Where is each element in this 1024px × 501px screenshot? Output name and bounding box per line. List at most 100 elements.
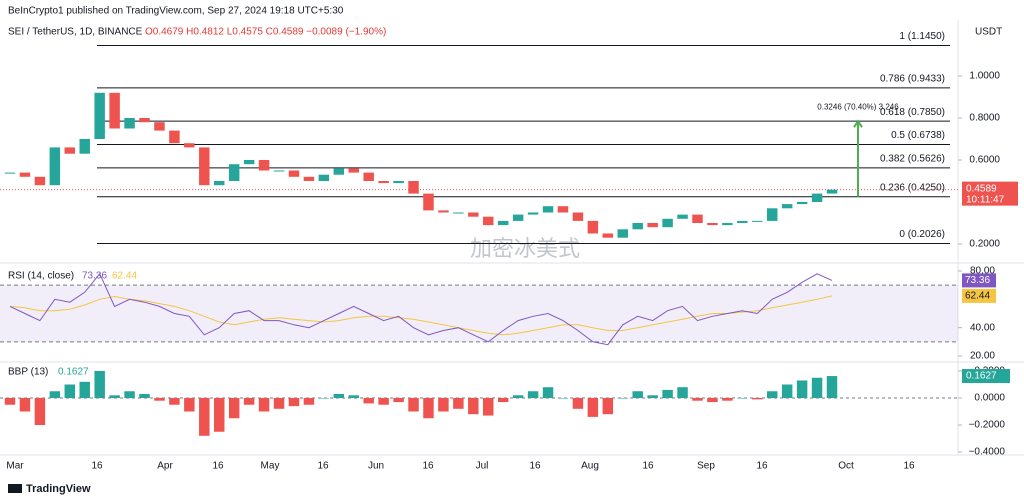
candle (408, 181, 419, 194)
bbp-tag (962, 369, 1010, 384)
bbp-bar (453, 398, 464, 409)
rsi-ma-value: 62.44 (112, 271, 137, 282)
candle (617, 229, 628, 238)
bbp-bar (587, 398, 599, 417)
candle (662, 218, 673, 228)
bbp-bar (333, 393, 345, 398)
bbp-bar (64, 384, 76, 398)
bbp-title: BBP (13) (8, 367, 48, 378)
candle (483, 216, 494, 226)
candle (692, 214, 703, 223)
rsi-tick-label: 40.00 (970, 322, 995, 333)
candle (677, 214, 688, 219)
bbp-bar (512, 395, 524, 398)
candle (378, 181, 389, 184)
rsi-tick-label: 20.00 (970, 351, 995, 362)
candle (273, 170, 285, 172)
publisher: BeInCrypto1 published on TradingView.com… (8, 6, 344, 17)
last-price-tag (962, 181, 1018, 206)
candle (303, 176, 315, 181)
bbp-bar (288, 398, 300, 407)
bbp-tick-label: −0.2000 (969, 420, 1006, 431)
candle (632, 223, 643, 230)
ohlc: O0.4679 H0.4812 L0.4575 C0.4589 −0.0089 … (145, 27, 386, 38)
candle (19, 172, 31, 177)
bbp-bar (811, 377, 823, 398)
bbp-bar (766, 391, 778, 398)
price-tick-label: 1.0000 (969, 71, 1000, 82)
bbp-bar (154, 398, 165, 401)
candle (737, 220, 748, 223)
brand: TradingView (26, 483, 91, 495)
candle (94, 92, 105, 139)
candle (348, 168, 359, 173)
bbp-bar (662, 389, 673, 398)
candle (79, 139, 90, 154)
time-label: Apr (157, 461, 173, 472)
bbp-bar (378, 398, 389, 405)
bbp-bar (243, 398, 255, 405)
bbp-bar (124, 391, 135, 398)
bbp-bar (737, 398, 748, 399)
measure-label: 0.3246 (70.40%) 3,246 (817, 102, 899, 111)
bbp-bar (632, 391, 643, 398)
time-label: Oct (838, 461, 854, 472)
rsi-tag (962, 273, 996, 288)
bbp-bar (184, 398, 195, 412)
candle (4, 172, 16, 174)
candle (438, 210, 449, 213)
candle (228, 164, 240, 181)
bbp-bar (572, 398, 584, 409)
candle (811, 193, 823, 202)
bbp-bar (393, 398, 404, 403)
bbp-bar (258, 398, 270, 412)
bbp-tick-label: −0.4000 (969, 447, 1006, 458)
candle (214, 181, 225, 186)
candle (184, 143, 195, 148)
bbp-bar (199, 398, 210, 436)
bbp-tag-label: 0.1627 (966, 371, 997, 382)
fib-label: 0.382 (0.5626) (880, 153, 945, 164)
bbp-bar (49, 391, 61, 398)
time-label: 16 (903, 461, 915, 472)
candle (318, 174, 330, 181)
bbp-bar (79, 381, 90, 398)
candle (572, 212, 584, 221)
last-price-label: 0.4589 (966, 183, 997, 194)
rsi-ma-tag (962, 288, 996, 303)
price-tick-label: 0.8000 (969, 113, 1000, 124)
logo-mark (8, 484, 22, 493)
candle (288, 170, 300, 177)
bbp-bar (19, 398, 31, 412)
price-tick-label: 0.2000 (969, 239, 1000, 250)
rsi-tag-label: 73.36 (965, 275, 990, 286)
tv-logo: TradingView (8, 483, 91, 495)
bbp-bar (228, 398, 240, 419)
bbp-bar (497, 398, 509, 403)
candle (602, 233, 614, 238)
candle (707, 223, 718, 226)
bbp-bar (94, 371, 105, 398)
price-tick-label: 0.6000 (969, 155, 1000, 166)
candle (199, 147, 210, 186)
countdown: 10:11:47 (966, 194, 1005, 205)
bbp-bar (139, 393, 150, 398)
bbp-bar (781, 384, 793, 398)
candle (796, 202, 808, 205)
candle (722, 223, 733, 226)
rsi-title: RSI (14, close) (8, 271, 74, 282)
fib-label: 0.5 (0.6738) (891, 130, 945, 141)
time-label: 16 (529, 461, 541, 472)
bbp-bar (363, 398, 374, 404)
fib-label: 1 (1.1450) (899, 31, 945, 42)
candle (393, 181, 404, 184)
bbp-bar (273, 398, 285, 409)
candle (154, 122, 165, 131)
candle (363, 172, 374, 181)
bbp-bar (752, 398, 763, 400)
candle (527, 212, 539, 215)
measure-head (853, 119, 863, 128)
rsi-ma-tag-label: 62.44 (965, 291, 990, 302)
